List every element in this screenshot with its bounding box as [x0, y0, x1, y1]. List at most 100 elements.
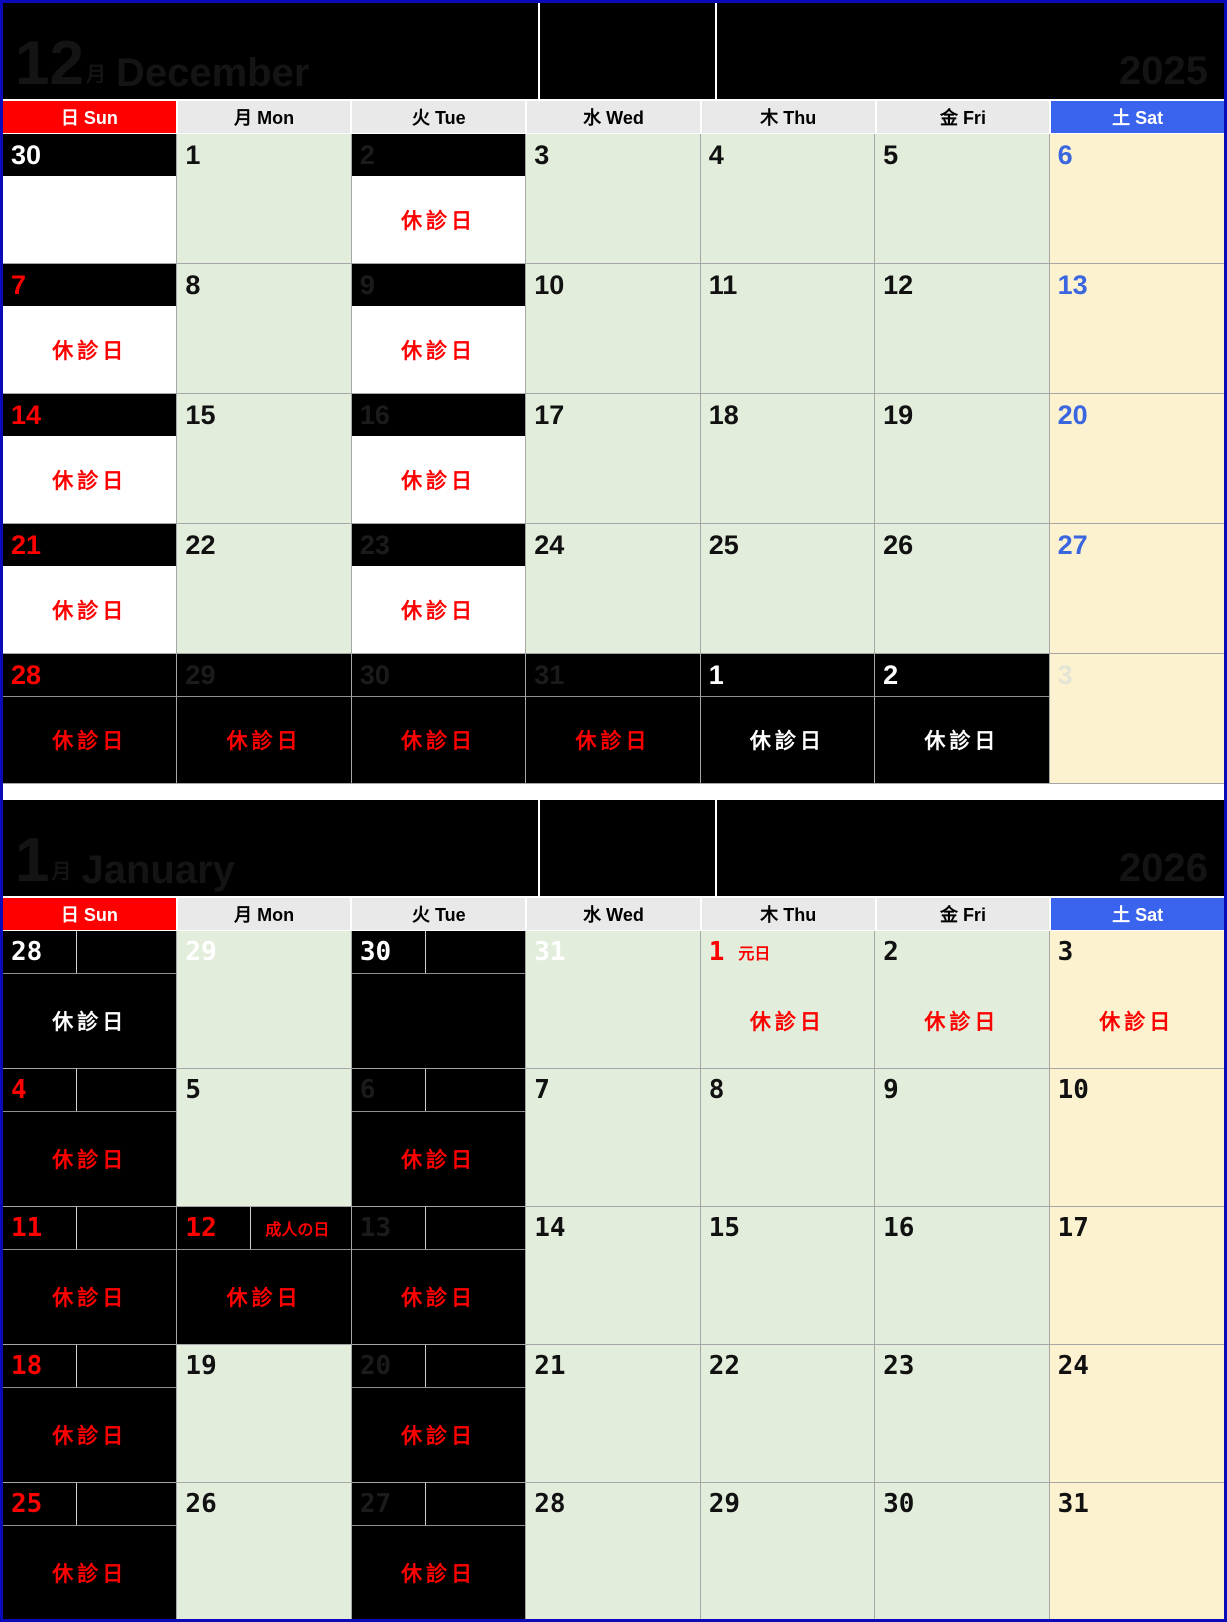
closed-day-label: 休診日	[401, 469, 477, 493]
day-cell: 7	[526, 1069, 701, 1207]
closed-day-label: 休診日	[1099, 1010, 1175, 1034]
day-cell: 28 休診日	[3, 931, 178, 1069]
day-number-band: 2	[875, 931, 1048, 973]
day-cell: 22	[700, 1345, 876, 1483]
day-number-band: 18	[701, 394, 874, 436]
day-cell-body: 休診日	[352, 176, 525, 263]
closed-day-label: 休診日	[401, 1563, 477, 1586]
day-cell-body	[526, 1387, 699, 1482]
day-number: 25	[11, 1489, 43, 1519]
day-cell-body: 休診日	[3, 1526, 176, 1619]
day-number: 2	[883, 659, 899, 690]
day-cell-body: 休診日	[3, 566, 176, 653]
day-number-band: 19	[177, 1345, 350, 1387]
dow-cell-tue: 火 Tue	[352, 101, 526, 133]
day-number: 29	[185, 659, 216, 690]
day-cell: 12	[875, 264, 1050, 394]
day-cell-body	[1050, 1387, 1224, 1482]
closed-day-label: 休診日	[52, 599, 128, 623]
day-number-band: 27	[1050, 524, 1224, 566]
day-number: 8	[708, 1075, 725, 1105]
dow-cell-thu: 木 Thu	[701, 898, 875, 930]
day-cell-body: 休診日	[701, 697, 874, 783]
day-number: 28	[11, 937, 43, 967]
month-section-january: 1 月 January 2026 日 Sun 月 Mon 火 Tue 水 Wed 木 T…	[3, 800, 1224, 1619]
day-number-band: 9	[351, 264, 526, 306]
day-number: 20	[1057, 399, 1088, 430]
day-number-band: 1 元日	[701, 931, 874, 973]
day-number: 3	[534, 139, 550, 170]
day-number-box: 11	[3, 1207, 77, 1249]
day-number: 29	[185, 937, 217, 967]
closed-day-label: 休診日	[401, 1287, 477, 1310]
day-number: 31	[1057, 1489, 1089, 1519]
day-number: 6	[1057, 139, 1073, 170]
day-number-band: 8	[701, 1069, 874, 1111]
day-number-band: 30	[3, 134, 177, 176]
day-cell: 2 休診日	[351, 134, 527, 264]
day-cell-body	[875, 1111, 1048, 1206]
day-number-band: 3	[1050, 654, 1224, 696]
day-cell-body	[526, 306, 699, 393]
day-number: 21	[11, 529, 42, 560]
day-number-band: 27	[351, 1483, 526, 1526]
day-number: 9	[359, 269, 375, 300]
day-cell: 8	[177, 264, 352, 394]
day-number: 10	[534, 269, 565, 300]
day-cell: 13 休診日	[351, 1207, 527, 1345]
day-number: 1	[708, 659, 724, 690]
day-number-band: 20	[351, 1345, 526, 1388]
day-number-box: 25	[3, 1483, 77, 1525]
day-number-band: 20	[1050, 394, 1224, 436]
closed-day-label: 休診日	[401, 209, 477, 233]
month-year-block: 2026	[717, 800, 1224, 896]
day-number-band: 15	[177, 394, 350, 436]
closed-day-label: 休診日	[52, 1425, 128, 1448]
month-name: December	[115, 51, 310, 95]
day-number: 3	[1057, 937, 1074, 967]
day-cell: 9 休診日	[351, 264, 527, 394]
day-number-band: 6	[1050, 134, 1224, 176]
day-cell-body	[701, 1111, 874, 1206]
day-number-box: 18	[3, 1345, 77, 1387]
day-cell-body	[177, 973, 350, 1068]
day-cell: 31 休診日	[526, 654, 701, 784]
day-number: 13	[359, 1213, 392, 1243]
day-cell-body	[177, 436, 350, 523]
day-cell: 18 休診日	[3, 1345, 178, 1483]
day-cell-body	[875, 306, 1048, 393]
day-number: 10	[1057, 1075, 1089, 1105]
day-number-band: 28	[3, 654, 177, 697]
day-number-band: 16	[351, 394, 526, 436]
day-cell-body: 休診日	[177, 697, 350, 783]
day-cell-body	[701, 566, 874, 653]
day-cell: 29	[700, 1483, 876, 1619]
day-cell: 5	[177, 1069, 352, 1207]
day-cell: 21 休診日	[3, 524, 178, 654]
dow-cell-fri: 金 Fri	[876, 898, 1050, 930]
closed-day-label: 休診日	[52, 339, 128, 363]
day-number-band: 26	[875, 524, 1048, 566]
day-cell: 11 休診日	[3, 1207, 178, 1345]
day-number-band: 31	[526, 654, 700, 697]
day-cell: 21	[526, 1345, 701, 1483]
day-number: 15	[708, 1213, 741, 1243]
day-cell-body: 休診日	[1050, 973, 1224, 1068]
day-number: 24	[534, 529, 565, 560]
day-cell-body	[701, 436, 874, 523]
day-cell: 6 休診日	[351, 1069, 527, 1207]
day-cell: 3	[1049, 654, 1224, 784]
day-cell-body	[177, 566, 350, 653]
day-cell-body	[701, 1525, 874, 1619]
day-number-band: 2	[875, 654, 1049, 697]
day-cell: 15	[700, 1207, 876, 1345]
day-number-band: 29	[177, 654, 351, 697]
day-number-band: 5	[177, 1069, 350, 1111]
day-number-band: 1	[700, 654, 875, 697]
day-number-band: 6	[351, 1069, 526, 1112]
day-cell-body: 休診日	[3, 306, 176, 393]
day-cell-body	[875, 1525, 1048, 1619]
closed-day-label: 休診日	[749, 730, 825, 753]
dow-cell-fri: 金 Fri	[876, 101, 1050, 133]
day-cell: 14	[526, 1207, 701, 1345]
